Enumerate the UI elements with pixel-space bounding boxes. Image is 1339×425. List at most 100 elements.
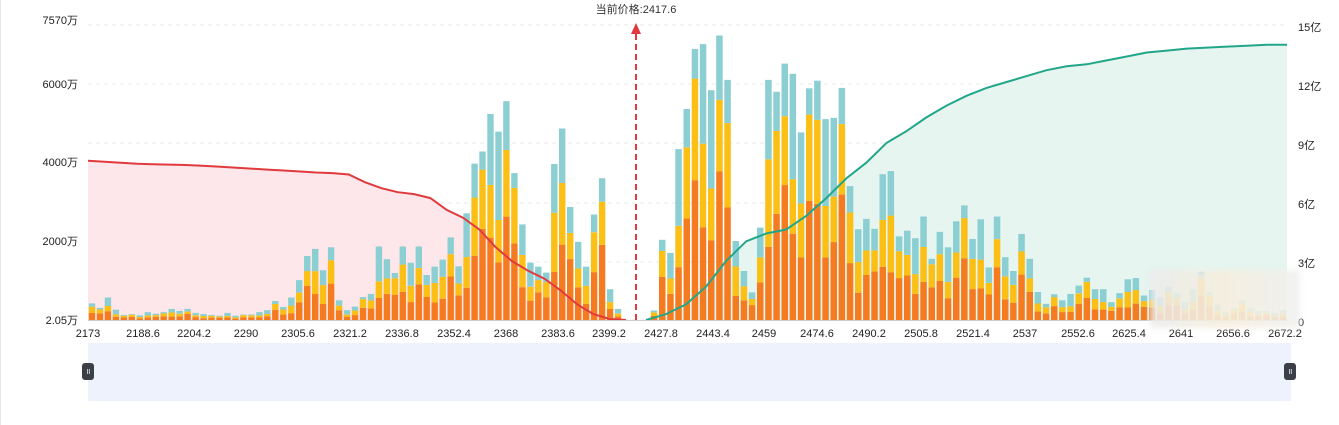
ask-bar-bottom	[887, 272, 895, 320]
bid-bar-bottom	[168, 316, 175, 320]
ask-bar-top	[1042, 303, 1050, 308]
bid-bar-middle	[200, 316, 207, 319]
bid-bar-top	[487, 114, 494, 185]
bid-bar-top	[104, 297, 112, 306]
current-price-label: 当前价格:2417.6	[596, 2, 677, 16]
bid-bar-bottom	[575, 287, 582, 320]
x-tick-label: 2672.2	[1268, 328, 1302, 340]
ask-bar-middle	[1091, 299, 1099, 310]
x-tick-label: 2641	[1169, 328, 1193, 340]
bid-bar-top	[343, 310, 351, 315]
zoom-slider-track[interactable]	[88, 343, 1291, 401]
bid-bar-middle	[519, 254, 526, 288]
zoom-right-handle[interactable]: ॥	[1284, 363, 1296, 380]
bid-bar-top	[495, 131, 502, 220]
bid-bar-top	[375, 246, 383, 282]
bid-bar-top	[527, 262, 534, 287]
ask-bar-top	[1116, 293, 1123, 299]
ask-bar-top	[667, 252, 674, 279]
ask-bar-top	[1140, 295, 1148, 302]
bid-bar-bottom	[232, 318, 239, 320]
bid-bar-middle	[256, 315, 263, 318]
bid-bar-bottom	[559, 244, 566, 320]
bid-bar-bottom	[288, 313, 295, 320]
ask-bar-middle	[1108, 306, 1115, 311]
ask-bar-bottom	[969, 289, 976, 320]
ask-bar-middle	[732, 266, 739, 296]
ask-bar-bottom	[1018, 274, 1025, 320]
bid-bar-middle	[399, 264, 406, 292]
bid-bar-top	[128, 314, 135, 315]
ask-bar-top	[1067, 293, 1074, 307]
bid-bar-middle	[391, 278, 399, 295]
bid-bar-bottom	[216, 317, 223, 320]
bid-bar-bottom	[224, 317, 231, 320]
bid-bar-bottom	[415, 284, 422, 320]
ask-bar-top	[985, 267, 993, 283]
x-tick-label: 2427.8	[644, 328, 678, 340]
ask-bar-middle	[789, 179, 797, 234]
ask-bar-top	[887, 171, 895, 216]
x-tick-label: 2321.2	[333, 328, 367, 340]
bid-bar-middle	[335, 305, 343, 311]
right-axis-label: 3亿	[1298, 257, 1315, 270]
bid-bar-top	[551, 164, 558, 213]
ask-bar-top	[1002, 257, 1009, 277]
ask-bar-bottom	[781, 185, 788, 320]
ask-bar-middle	[1075, 293, 1082, 304]
ask-bar-top	[683, 109, 690, 148]
right-axis-label: 9亿	[1298, 139, 1315, 152]
bid-bar-bottom	[567, 259, 574, 320]
bid-bar-middle	[296, 292, 303, 303]
bid-bar-top	[224, 312, 231, 316]
ask-bar-top	[846, 186, 854, 213]
ask-bar-bottom	[1075, 303, 1082, 320]
x-tick-label: 2552.6	[1061, 328, 1095, 340]
ask-bar-bottom	[1067, 312, 1074, 320]
ask-bar-middle	[863, 250, 870, 275]
ask-bar-middle	[822, 206, 829, 258]
ask-bar-top	[912, 238, 919, 275]
ask-bar-bottom	[1051, 306, 1058, 320]
x-tick-label: 2290	[234, 328, 258, 340]
bid-bar-middle	[319, 285, 327, 304]
ask-bar-middle	[985, 282, 993, 295]
bid-bar-top	[256, 312, 263, 316]
bid-bar-top	[176, 310, 183, 314]
bid-bar-top	[136, 315, 143, 317]
ask-bar-bottom	[961, 258, 968, 320]
bid-bar-bottom	[272, 309, 279, 320]
bid-bar-middle	[575, 268, 582, 288]
bid-bar-bottom	[471, 255, 478, 320]
bid-bar-middle	[264, 314, 271, 317]
bid-bar-bottom	[96, 313, 104, 320]
ask-bar-middle	[936, 254, 944, 281]
bid-bar-bottom	[535, 292, 542, 320]
ask-bar-top	[1059, 300, 1066, 308]
ask-bar-middle	[716, 99, 723, 172]
ask-bar-top	[659, 239, 666, 251]
left-axis-label: 7570万	[43, 15, 78, 27]
ask-bar-top	[1124, 279, 1131, 292]
bid-bar-bottom	[248, 317, 255, 320]
ask-bar-middle	[708, 188, 715, 241]
ask-bar-top	[830, 117, 837, 197]
ask-bar-top	[904, 230, 911, 255]
bid-bar-bottom	[184, 314, 191, 320]
ask-bar-bottom	[953, 277, 960, 320]
bid-bar-top	[232, 315, 239, 318]
bid-bar-bottom	[383, 294, 391, 320]
bid-bar-middle	[598, 201, 606, 245]
bid-bar-top	[399, 246, 406, 265]
ask-bar-top	[863, 218, 870, 251]
ask-bar-middle	[1051, 297, 1058, 307]
bid-bar-bottom	[343, 316, 351, 320]
ask-bar-bottom	[977, 288, 984, 320]
bid-bar-top	[614, 308, 622, 314]
bid-bar-bottom	[527, 300, 534, 320]
bid-bar-middle	[582, 285, 590, 304]
ask-bar-bottom	[895, 278, 903, 320]
bid-bar-middle	[559, 183, 566, 245]
zoom-left-handle[interactable]: ॥	[82, 363, 94, 380]
bid-bar-top	[567, 207, 574, 233]
